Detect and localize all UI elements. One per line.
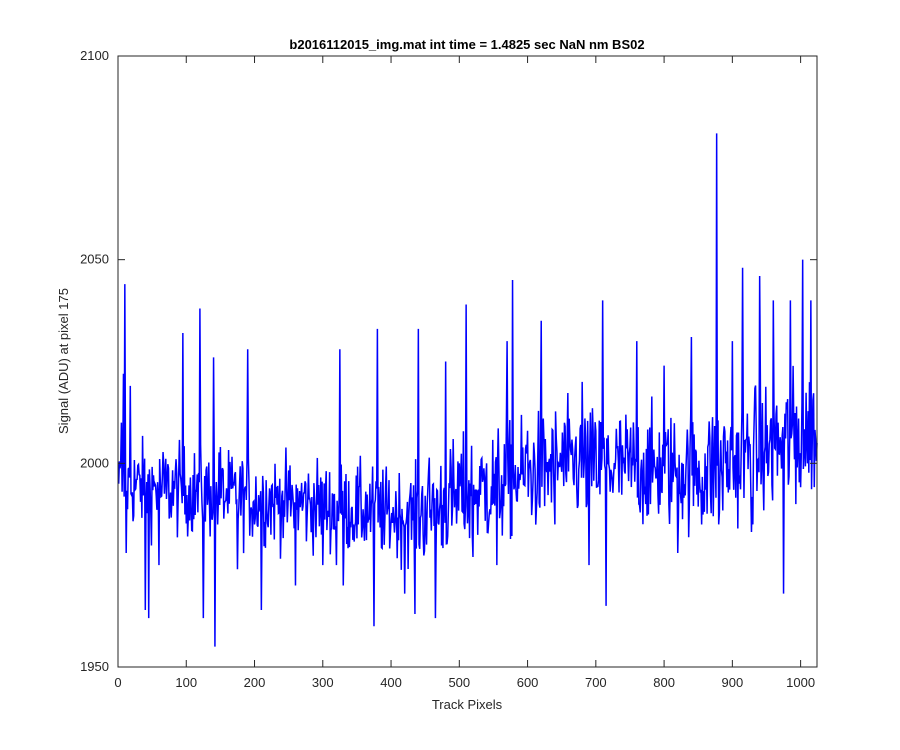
x-axis-label: Track Pixels <box>432 697 503 712</box>
axes-frame <box>117 55 818 668</box>
series-line <box>117 133 818 647</box>
y-tick-label: 2000 <box>80 455 109 470</box>
x-tick-label: 700 <box>585 675 607 690</box>
x-tick-label: 200 <box>244 675 266 690</box>
y-tick-label: 2050 <box>80 252 109 267</box>
x-tick-label: 0 <box>114 675 121 690</box>
y-axis-label: Signal (ADU) at pixel 175 <box>56 288 71 434</box>
x-tick-label: 800 <box>653 675 675 690</box>
x-tick-label: 300 <box>312 675 334 690</box>
y-axis: 1950 2000 2050 2100 <box>80 48 817 674</box>
series-group <box>117 133 818 647</box>
x-tick-label: 400 <box>380 675 402 690</box>
chart-title: b2016112015_img.mat int time = 1.4825 se… <box>289 37 644 52</box>
y-tick-label: 2100 <box>80 48 109 63</box>
y-tick-label: 1950 <box>80 659 109 674</box>
x-tick-label: 1000 <box>786 675 815 690</box>
x-axis: 0 100 200 300 400 500 600 700 800 900 1000 <box>114 56 815 690</box>
x-tick-label: 500 <box>448 675 470 690</box>
plot-area <box>118 56 817 667</box>
x-tick-label: 600 <box>517 675 539 690</box>
x-tick-label: 900 <box>722 675 744 690</box>
x-tick-label: 100 <box>175 675 197 690</box>
